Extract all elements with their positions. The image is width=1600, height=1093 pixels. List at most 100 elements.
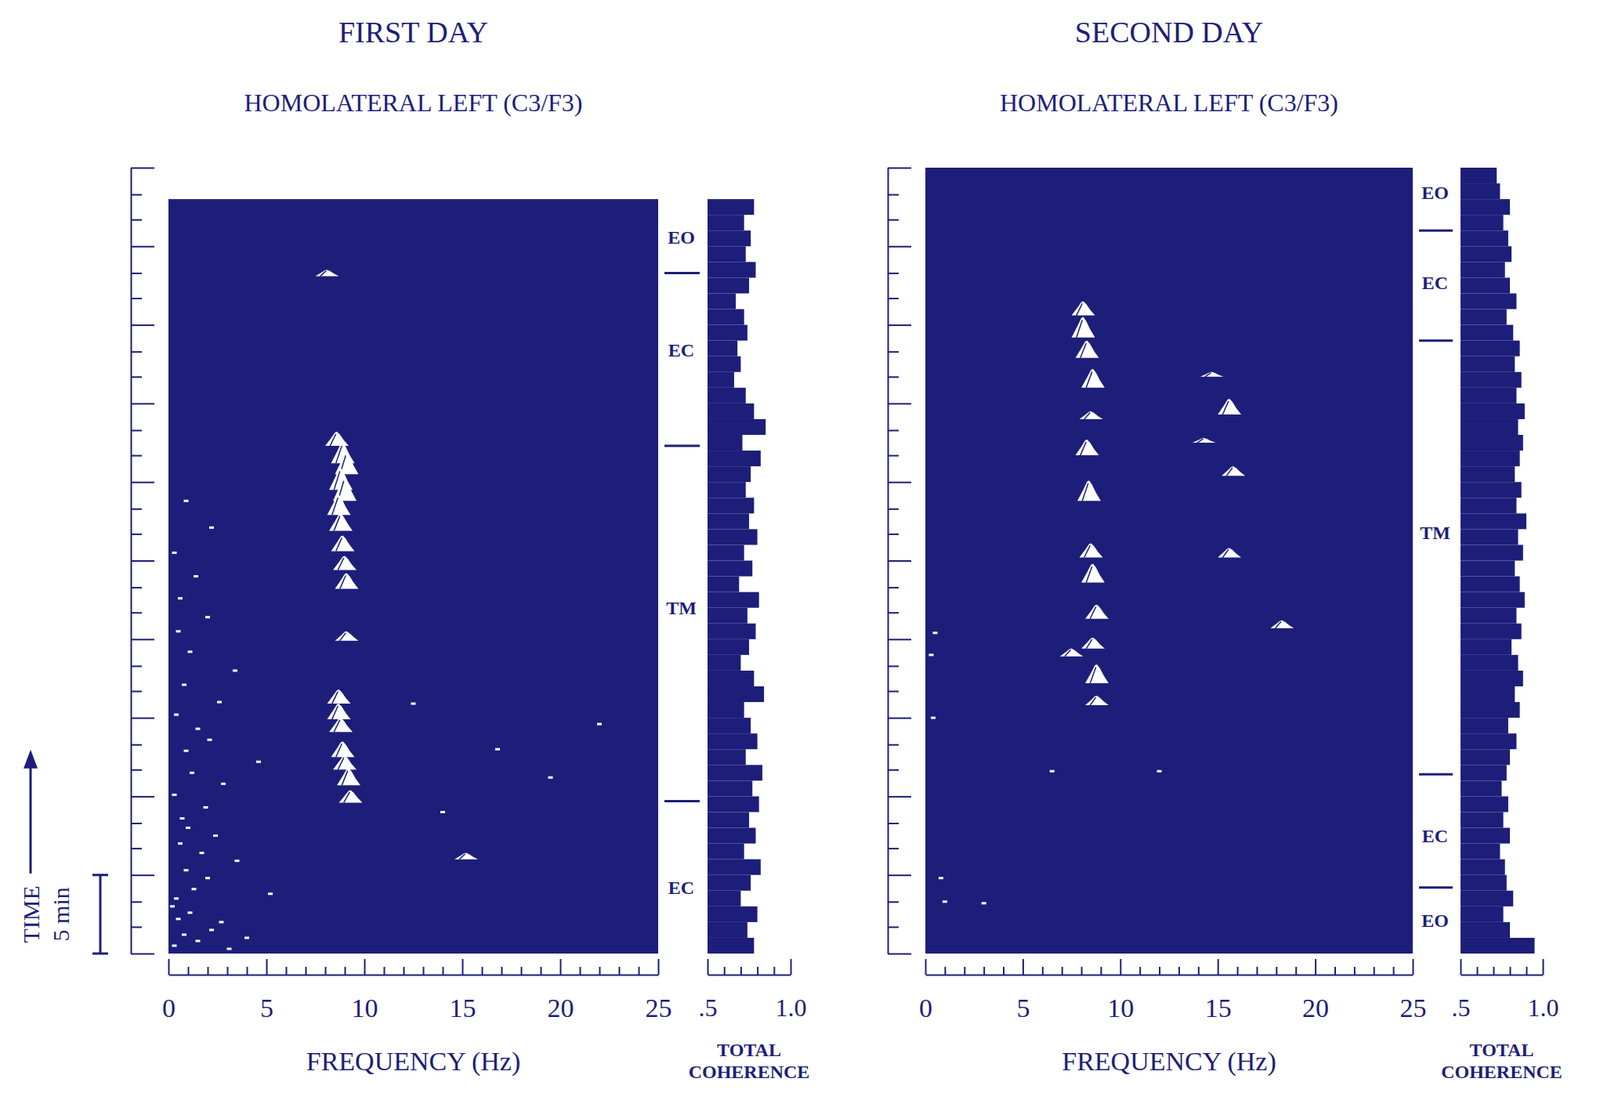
peak-contour (459, 854, 466, 860)
peak (1192, 438, 1217, 443)
coherence-bar (1460, 686, 1515, 703)
x-minor-axis-tick (579, 966, 581, 975)
coherence-bar (1460, 859, 1506, 876)
y-minor-axis-tick-mark (130, 611, 142, 614)
y-minor-axis-tick (130, 769, 142, 771)
peak-contour (1085, 371, 1092, 388)
noise-dot (217, 701, 222, 704)
y-minor-axis-tick (887, 926, 899, 928)
y-minor-axis-tick-mark (130, 297, 142, 300)
y-minor-axis-tick (887, 744, 899, 746)
x-minor-axis-tick-mark (619, 966, 621, 975)
coherence-bar (707, 733, 758, 750)
coherence-bar (1460, 655, 1519, 671)
coherence-bar (707, 828, 756, 844)
noise-dot (181, 933, 187, 936)
coherence-bar (707, 513, 750, 529)
noise-dot (440, 810, 446, 814)
coherence-bar (1460, 749, 1510, 765)
peak-contour (336, 445, 343, 464)
peak-contour (1084, 545, 1090, 558)
y-minor-axis-tick-mark (130, 822, 142, 825)
y-axis-tick-mark (887, 324, 912, 326)
x-axis-tick: 5 (1016, 959, 1030, 1023)
condition-label: EC (1422, 825, 1448, 847)
coherence-bar (707, 639, 750, 656)
coherence-bar (1460, 183, 1500, 200)
peak-contour (336, 537, 343, 551)
y-minor-axis-tick-mark (130, 847, 142, 850)
x-minor-axis-tick-mark (1295, 966, 1297, 975)
condition-label: TM (666, 597, 697, 619)
coherence-bar (707, 466, 751, 482)
peak (1081, 564, 1105, 583)
y-minor-axis-tick-mark (130, 508, 142, 511)
peak-contour (1226, 467, 1232, 476)
x-minor-axis-tick-mark (1081, 966, 1083, 975)
noise-dot (184, 499, 189, 503)
y-minor-axis-tick (887, 194, 899, 196)
coherence-minor-axis-tick-mark (1526, 966, 1528, 975)
x-axis-tick-mark (1217, 959, 1220, 975)
x-minor-axis-tick (599, 966, 601, 975)
x-minor-axis-tick-mark (1275, 966, 1278, 975)
coherence-bar (707, 702, 745, 718)
y-minor-axis-tick-mark (887, 376, 899, 378)
recording (925, 167, 1413, 954)
coherence-bar (1460, 717, 1509, 734)
x-minor-axis-tick-mark (1334, 966, 1336, 975)
coherence-bar (1460, 230, 1509, 247)
coherence-bar (1460, 325, 1514, 341)
x-axis-tick-mark (364, 959, 366, 975)
coherence-bar (1460, 922, 1510, 938)
coherence-axis-tick-label: .5 (1451, 993, 1471, 1022)
peak (336, 767, 361, 786)
x-minor-axis-tick-mark (1373, 966, 1376, 975)
coherence-bar (1460, 890, 1514, 907)
coherence-bar (707, 387, 746, 404)
panel-title: SECOND DAY (1075, 15, 1264, 49)
x-minor-axis-tick (1081, 966, 1083, 975)
coherence-bar (707, 403, 754, 420)
x-minor-axis-tick (1373, 966, 1375, 975)
peak (1081, 369, 1105, 388)
x-minor-axis-tick-mark (305, 966, 308, 975)
x-minor-axis-tick (227, 966, 229, 975)
plot-area (925, 167, 1413, 954)
coherence-minor-axis-tick-mark (1509, 966, 1512, 975)
coherence-minor-axis-tick-mark (1476, 966, 1479, 975)
coherence-bar (707, 922, 748, 938)
peak (331, 535, 355, 551)
coherence-bar (707, 623, 756, 640)
y-minor-axis-tick (887, 297, 899, 299)
y-minor-axis (130, 195, 142, 928)
peak-contour (1089, 606, 1096, 619)
noise-dot (932, 631, 938, 634)
y-axis-tick-mark (887, 717, 912, 720)
coherence-minor-axis-tick-mark (723, 966, 726, 975)
y-minor-axis-tick (887, 823, 899, 825)
x-axis-tick-mark (1119, 959, 1122, 975)
peak-contour (340, 633, 347, 641)
x-minor-axis-tick (619, 966, 620, 975)
x-axis-tick: 0 (919, 959, 933, 1023)
noise-dot (170, 904, 175, 908)
noise-dot (267, 892, 273, 895)
x-minor-axis-tick-mark (540, 966, 543, 975)
x-minor-axis-tick (423, 966, 424, 975)
peak (1079, 411, 1104, 420)
coherence-bar (707, 906, 758, 923)
condition-label: EO (1421, 910, 1449, 931)
x-minor-axis-tick-mark (1158, 966, 1161, 975)
noise-dot (232, 669, 238, 672)
x-minor-axis-tick (1198, 966, 1199, 975)
noise-dot (227, 947, 232, 950)
coherence-minor-axis (724, 966, 775, 975)
x-minor-axis-tick (1334, 966, 1336, 975)
x-minor-axis-tick-mark (188, 966, 190, 975)
x-minor-axis-tick (1159, 966, 1161, 975)
y-minor-axis-tick-mark (130, 219, 142, 221)
peak-contour (337, 557, 344, 570)
y-minor-axis-tick (887, 691, 899, 692)
noise-dot (205, 876, 210, 880)
